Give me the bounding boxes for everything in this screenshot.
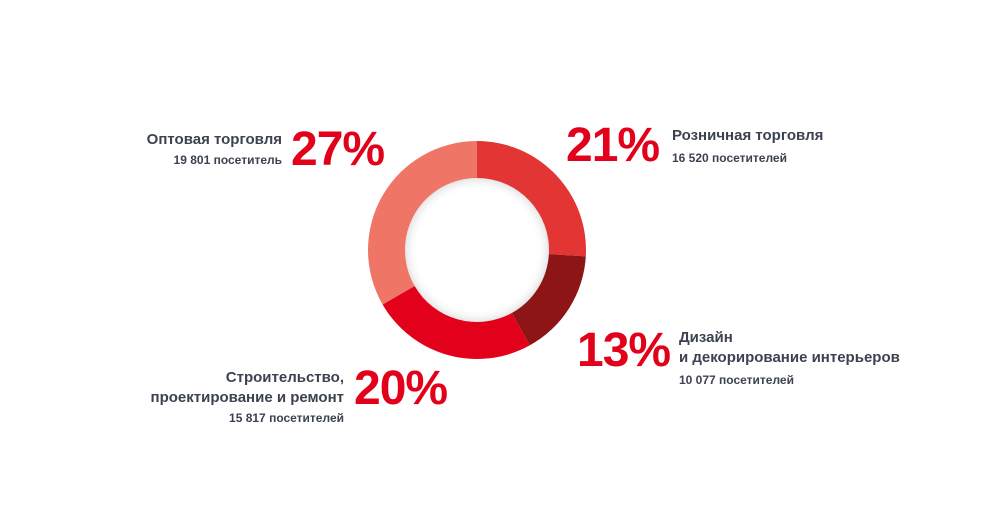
construction-label-line2: проектирование и ремонт xyxy=(150,389,344,406)
donut-slice-3 xyxy=(368,141,477,305)
donut-hole-shade xyxy=(405,178,549,322)
donut-slice-2 xyxy=(382,286,530,359)
retail-visitors: 16 520 посетителей xyxy=(672,151,787,165)
design-label-line2: и декорирование интерьеров xyxy=(679,349,900,366)
retail-label: Розничная торговля xyxy=(672,127,824,144)
design-percent: 13% xyxy=(577,324,671,377)
donut-slice-1 xyxy=(511,254,586,346)
design-label-line1: Дизайн xyxy=(679,329,733,346)
wholesale-percent: 27% xyxy=(291,123,385,176)
construction-label-line1: Строительство, xyxy=(225,369,344,386)
retail-percent: 21% xyxy=(566,119,660,172)
donut-slice-0 xyxy=(477,141,586,257)
construction-percent: 20% xyxy=(354,362,448,415)
construction-visitors: 15 817 посетителей xyxy=(229,411,344,425)
wholesale-visitors: 19 801 посетитель xyxy=(173,153,282,167)
design-visitors: 10 077 посетителей xyxy=(679,373,794,387)
wholesale-label: Оптовая торговля xyxy=(146,131,282,148)
